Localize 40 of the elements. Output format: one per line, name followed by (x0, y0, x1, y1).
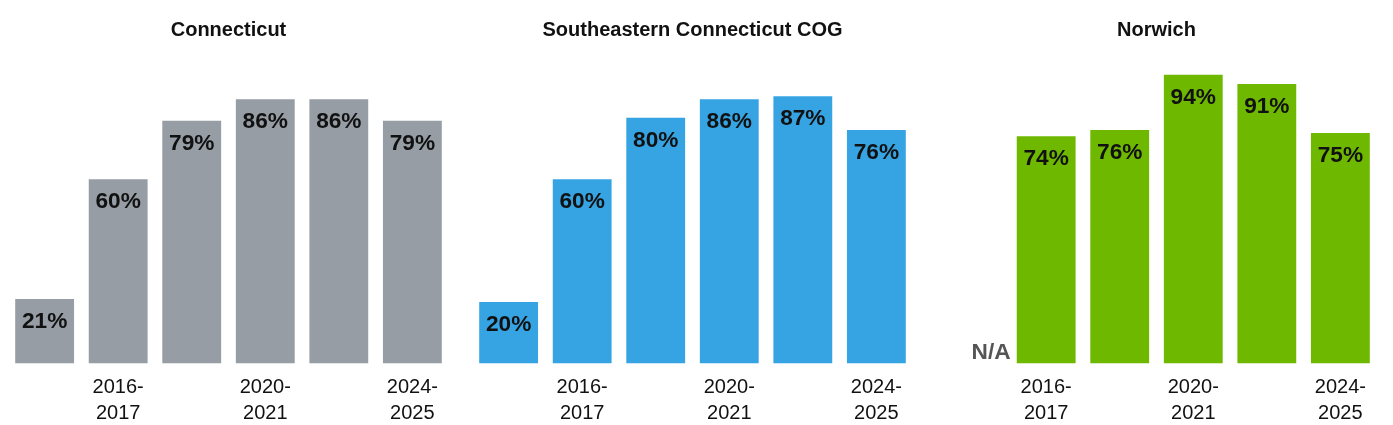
data-label: 60% (95, 187, 141, 214)
data-label: 76% (1097, 138, 1143, 165)
x-tick-label: 2024- 2025 (386, 374, 438, 423)
text: N/A (971, 337, 1011, 364)
data-label: 79% (389, 128, 436, 155)
bar (626, 117, 686, 364)
data-label: 86% (316, 107, 362, 134)
data-label: 94% (1170, 82, 1216, 109)
x-tick-label: 2024- 2025 (1314, 374, 1366, 423)
data-label: 20% (485, 310, 532, 337)
bar (309, 99, 369, 364)
data-label: 86% (706, 107, 752, 134)
bar (552, 179, 612, 364)
chart-title: Connecticut (170, 17, 287, 40)
data-label: 21% (21, 306, 68, 333)
data-label: 86% (242, 107, 288, 134)
data-label: 75% (1317, 141, 1364, 168)
x-tick-label: 2016- 2017 (92, 374, 144, 423)
x-tick-label: 2020- 2021 (703, 374, 755, 423)
data-label: 79% (169, 128, 215, 155)
data-label: 87% (780, 104, 826, 131)
bar (162, 120, 222, 364)
data-label: 60% (559, 187, 605, 214)
chart-title: Norwich (1117, 17, 1196, 40)
bar (382, 120, 442, 364)
data-label: 91% (1244, 91, 1290, 118)
x-tick-label: 2020- 2021 (239, 374, 291, 423)
x-tick-label: 2016- 2017 (556, 374, 608, 423)
bar (699, 99, 759, 364)
x-tick-label: 2016- 2017 (1020, 374, 1072, 423)
chart-title: Southeastern Connecticut COG (542, 17, 843, 40)
x-tick-label: 2024- 2025 (850, 374, 902, 423)
bar (773, 96, 833, 364)
data-label: 80% (633, 125, 679, 152)
bar (846, 130, 906, 364)
bar (88, 179, 148, 364)
data-label: 74% (1023, 144, 1069, 171)
bar (235, 99, 295, 364)
x-tick-label: 2020- 2021 (1167, 374, 1219, 423)
data-label: 76% (853, 138, 900, 165)
